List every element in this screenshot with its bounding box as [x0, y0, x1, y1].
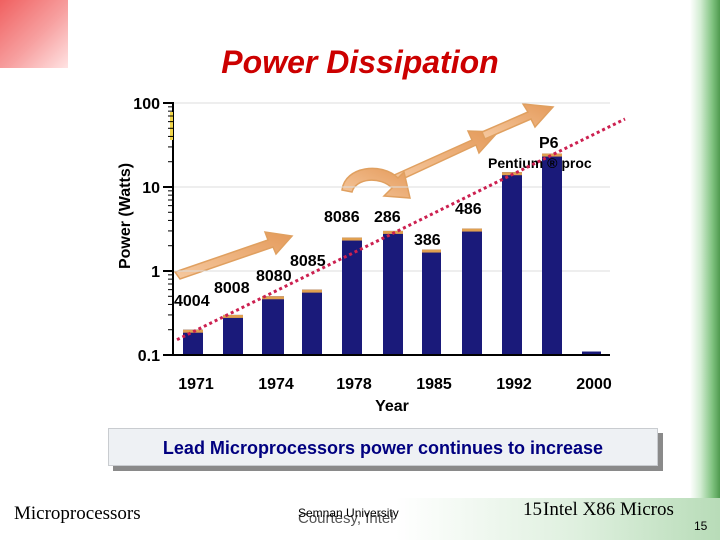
bar: [342, 237, 362, 355]
processor-label: 8080: [256, 268, 292, 285]
page-number: 15: [694, 519, 708, 533]
processor-label: 8008: [214, 280, 250, 297]
x-tick-label: 1978: [336, 376, 372, 393]
caption-box: Lead Microprocessors power continues to …: [108, 428, 658, 466]
x-tick-label: 1992: [496, 376, 532, 393]
footer-topic: Intel X86 Micros: [543, 499, 674, 520]
right-decoration-bar: [690, 0, 720, 540]
bar-top-highlight: [542, 153, 562, 157]
trend-arrow: [390, 130, 500, 183]
bar-top-highlight: [342, 237, 362, 241]
x-tick-label: 1974: [258, 376, 294, 393]
bar-top-highlight: [223, 314, 243, 318]
processor-label: 8086: [324, 209, 360, 226]
slide-title: Power Dissipation: [221, 44, 499, 80]
trend-arrows: [173, 103, 555, 280]
footer-slide-number: 15: [523, 499, 542, 520]
y-tick-label: 0.1: [138, 348, 160, 365]
processor-label: 386: [414, 232, 441, 249]
corner-decoration: [0, 0, 68, 68]
trend-arrow: [173, 231, 294, 280]
y-tick-label: 1: [151, 264, 160, 281]
trend-line: [176, 117, 626, 342]
processor-label: 486: [455, 201, 482, 218]
processor-label: Pentium ® proc: [488, 155, 592, 171]
bar: [462, 228, 482, 355]
trend-arrow: [341, 167, 411, 199]
processor-label: 286: [374, 209, 401, 226]
footer-credits: Courtesy, Intel Semnan University: [298, 506, 416, 528]
bar-top-highlight: [302, 289, 322, 293]
bar-top-highlight: [262, 296, 284, 300]
x-tick-label: 1971: [178, 376, 214, 393]
x-tick-label: 2000: [576, 376, 612, 393]
bar: [542, 153, 562, 355]
bar: [302, 289, 322, 355]
bar: [422, 249, 441, 355]
y-tick-label: 100: [133, 96, 160, 113]
bar: [582, 351, 601, 355]
bar: [262, 296, 284, 355]
trend-arrow: [481, 103, 555, 140]
axis-highlight: [170, 112, 173, 140]
y-axis-title: Power (Watts): [117, 163, 134, 269]
y-tick-label: 10: [142, 180, 160, 197]
bar: [502, 172, 522, 355]
footer-course-title: Microprocessors: [14, 503, 141, 524]
bottom-decoration-band: [0, 498, 720, 540]
footer-university: Semnan University: [298, 506, 399, 520]
processor-label: P6: [539, 135, 559, 152]
bar: [383, 230, 403, 355]
footer-slide-info: 15Intel X86 Micros: [523, 499, 674, 521]
x-tick-label: 1985: [416, 376, 452, 393]
bar-top-highlight: [422, 249, 441, 253]
processor-label: 4004: [174, 293, 210, 310]
x-axis-title: Year: [375, 398, 409, 415]
footer-courtesy: Courtesy, Intel: [298, 510, 394, 527]
bar-top-highlight: [462, 228, 482, 232]
processor-label: 8085: [290, 253, 326, 270]
bar: [183, 329, 203, 355]
bar: [223, 314, 243, 355]
